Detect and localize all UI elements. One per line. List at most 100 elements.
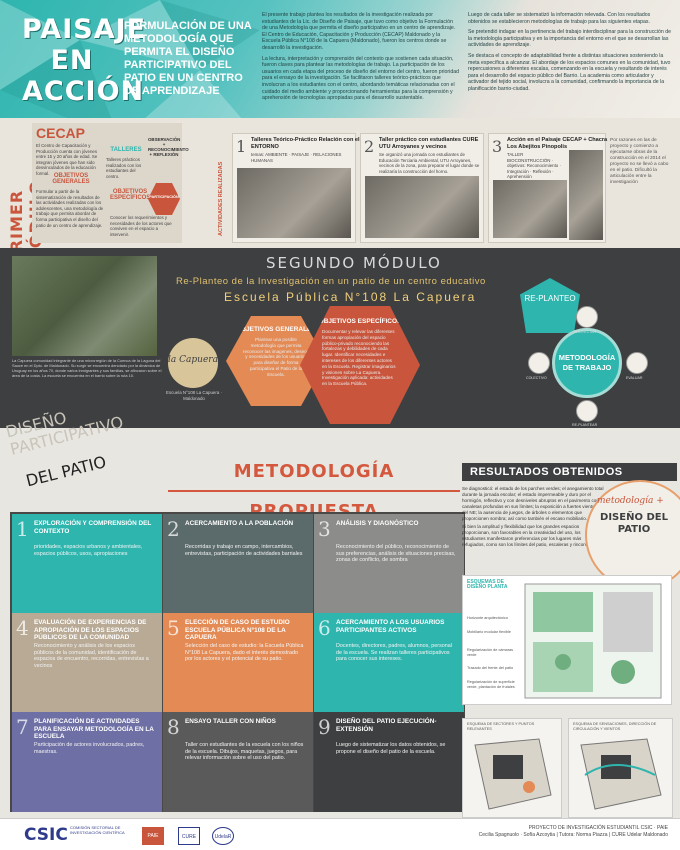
module-two: La Capuera comunidad integrante de una m… bbox=[0, 248, 680, 428]
activities-label: ACTIVIDADES REALIZADAS bbox=[218, 161, 224, 236]
objectives-general-text: Formular a partir de la sistematización … bbox=[36, 189, 104, 228]
collective-icon bbox=[528, 352, 550, 374]
sectors-drawing bbox=[474, 738, 552, 810]
step-body: Reconocimiento y análisis de los espacio… bbox=[34, 643, 149, 669]
tool-label: RE-PLANTEAR bbox=[572, 423, 598, 427]
title-line: PAISAJE bbox=[22, 14, 147, 45]
patio-label: DEL PATIO bbox=[24, 452, 109, 491]
csic-logo: CSIC bbox=[24, 825, 68, 845]
school-name: Escuela Pública N°108 La Capuera bbox=[224, 290, 477, 304]
objectives-specific-hex: OBJETIVOS ESPECÍFICOS Documentar y relev… bbox=[300, 306, 420, 424]
sensations-diagram: ESQUEMA DE SENSACIONES, DIRECCIÓN DE CIR… bbox=[568, 718, 673, 818]
step-number: 5 bbox=[167, 616, 180, 640]
step-title: ANÁLISIS Y DIAGNÓSTICO bbox=[336, 520, 419, 527]
location-map bbox=[12, 256, 157, 356]
intro-column-left: El presente trabajo plantea los resultad… bbox=[262, 12, 460, 106]
capuera-label: la Capuera bbox=[168, 355, 218, 365]
tool-label: COLECTIVO bbox=[526, 376, 547, 380]
tool-label: PROYECTAR bbox=[574, 330, 597, 334]
step-subtitle: temas: AMBIENTE · PAISAJE · RELACIONES H… bbox=[251, 152, 342, 163]
step-number: 2 bbox=[167, 517, 180, 541]
step-body: Docentes, directores, padres, alumnos, p… bbox=[336, 643, 452, 663]
methodology-grid: 1 EXPLORACIÓN Y COMPRENSIÓN DEL CONTEXTO p… bbox=[10, 512, 465, 812]
sensations-drawing bbox=[580, 738, 662, 810]
step-body: Reconocimiento del público, reconocimien… bbox=[336, 544, 456, 564]
methodology-step: 9 DISEÑO DEL PATIO EJECUCIÓN-EXTENSIÓN Lue… bbox=[314, 712, 464, 812]
results-paragraph: Se diagnosticó: el estado de los parches… bbox=[462, 486, 604, 521]
circle-line: DISEÑO DEL PATIO bbox=[600, 512, 668, 535]
step-number: 4 bbox=[16, 616, 29, 640]
methodology-design-circle: metodología + DISEÑO DEL PATIO bbox=[585, 480, 680, 590]
context-text: La Capuera comunidad integrante de una m… bbox=[12, 358, 162, 378]
step-body: Luego de sistematizar los datos obtenido… bbox=[336, 742, 446, 755]
results-paragraph: Si bien la amplitud y flexibilidad que l… bbox=[462, 524, 592, 548]
step-title: ACERCAMIENTO A LOS USUARIOS PARTICIPANTE… bbox=[336, 619, 445, 634]
sectors-diagram: ESQUEMA DE SECTORES Y PUNTOS RELEVANTES bbox=[462, 718, 562, 818]
geometric-pattern bbox=[0, 0, 260, 140]
step-number: 3 bbox=[318, 517, 331, 541]
step-number: 1 bbox=[16, 517, 29, 541]
talleres-text: Talleres prácticos realizados con los es… bbox=[106, 157, 142, 179]
design-plan: ESQUEMAS DE DISEÑO PLANTA Horizonte arqu… bbox=[462, 575, 672, 705]
step-number: 2 bbox=[364, 137, 375, 156]
methodology-label: METODOLOGÍA DE TRABAJO bbox=[558, 353, 616, 372]
authors-line: Cecilia Spagnuolo · Sofía Azcoytia | Tut… bbox=[478, 832, 668, 838]
objectives-specific-heading: OBJETIVOS ESPECÍFICOS bbox=[318, 318, 402, 325]
objectives-specific-heading: OBJETIVOS ESPECÍFICOS bbox=[110, 189, 151, 201]
intro-paragraph: Se destaca el concepto de adaptabilidad … bbox=[468, 52, 671, 92]
objectives-specific-text: Conocer los requerimientos y necesidades… bbox=[110, 215, 172, 237]
replan-icon bbox=[576, 400, 598, 422]
methodology-step: 4 EVALUACIÓN DE EXPERIENCIAS DE APROPIACI… bbox=[12, 613, 162, 713]
participation-label: PARTICIPACIÓN bbox=[149, 195, 179, 199]
step-title: ELECCIÓN DE CASO DE ESTUDIO ESCUELA PÚBL… bbox=[185, 619, 290, 642]
intro-paragraph: El presente trabajo plantea los resultad… bbox=[262, 12, 456, 51]
step-subtitle: Se organizó una jornada con estudiantes … bbox=[379, 152, 480, 174]
step-card: 3 Acción en el Paisaje CECAP + Chacra Lo… bbox=[488, 133, 607, 243]
methodology-step: 7 PLANIFICACIÓN DE ACTIVIDADES PARA ENSAY… bbox=[12, 712, 162, 812]
step-body: Selección del caso de estudio: la Escuel… bbox=[185, 643, 304, 663]
methodology-step: 1 EXPLORACIÓN Y COMPRENSIÓN DEL CONTEXTO p… bbox=[12, 514, 162, 614]
workshop-photo bbox=[569, 150, 603, 240]
cecap-text: El Centro de Capacitación y Producción c… bbox=[36, 143, 98, 176]
objectives-general-heading: OBJETIVOS GENERALES bbox=[236, 326, 316, 333]
step-body: prioridades, espacios urbanos y ambienta… bbox=[34, 544, 143, 557]
results-text: Se diagnosticó: el estado de los parches… bbox=[462, 486, 604, 551]
step-title: Acción en el Paisaje CECAP + Chacra Los … bbox=[507, 137, 608, 150]
step-title: Taller práctico con estudiantes CURE UTU… bbox=[379, 137, 479, 150]
cecap-title: CECAP bbox=[36, 125, 86, 141]
footer-credits: PROYECTO DE INVESTIGACIÓN ESTUDIANTIL CS… bbox=[479, 825, 668, 839]
methodology-title: METODOLOGÍA PROPUESTA bbox=[168, 452, 460, 522]
module-one-note: Por razones en las de proyecto y comienz… bbox=[610, 138, 669, 185]
poster-header: PAISAJE EN ACCIÓN FORMULACIÓN DE UNA MET… bbox=[0, 0, 680, 140]
csic-subtitle: Comisión Sectorial de Investigación Cien… bbox=[70, 825, 125, 835]
intro-paragraph: La lectura, interpretación y comprensión… bbox=[262, 55, 459, 102]
circle-line: metodología + bbox=[597, 496, 664, 506]
plan-title: ESQUEMAS DE DISEÑO PLANTA bbox=[467, 579, 508, 590]
step-body: Participación de actores involucrados, p… bbox=[34, 742, 145, 755]
intro-paragraph: Se pretendió indagar en la pertinencia d… bbox=[468, 29, 672, 49]
poster-subtitle: FORMULACIÓN DE UNA METODOLOGÍA QUE PERMI… bbox=[124, 20, 252, 97]
diagram-title: ESQUEMA DE SENSACIONES, DIRECCIÓN DE CIR… bbox=[573, 722, 657, 731]
step-card: 1 Talleres Teórico-Práctico Relación con… bbox=[232, 133, 360, 243]
module-one: PRIMER MÓDULO CECAP El Centro de Capacit… bbox=[0, 118, 680, 265]
cecap-panel: CECAP El Centro de Capacitación y Produc… bbox=[32, 123, 189, 243]
step-title: ENSAYO TALLER CON NIÑOS bbox=[185, 718, 276, 725]
methodology-step: 5 ELECCIÓN DE CASO DE ESTUDIO ESCUELA PÚB… bbox=[163, 613, 313, 713]
methodology-step: 2 ACERCAMIENTO A LA POBLACIÓN Recorridas y… bbox=[163, 514, 313, 614]
capuera-sub: Escuela N°108 La Capuera · Maldonado bbox=[166, 390, 222, 401]
project-icon bbox=[576, 306, 598, 328]
project-line: PROYECTO DE INVESTIGACIÓN ESTUDIANTIL CS… bbox=[528, 825, 668, 831]
step-body: Recorridas y trabajo en campo, intercamb… bbox=[185, 544, 303, 557]
workshop-photo bbox=[237, 168, 351, 238]
results-title: RESULTADOS OBTENIDOS bbox=[462, 463, 677, 481]
step-number: 1 bbox=[236, 137, 247, 156]
workshop-photo bbox=[365, 176, 479, 238]
step-number: 3 bbox=[492, 137, 503, 156]
intro-column-right: Luego de cada taller se sistematizó la i… bbox=[468, 12, 672, 97]
participation-hex bbox=[148, 183, 180, 215]
udelar-logo: UdelaR bbox=[212, 827, 234, 845]
step-title: EXPLORACIÓN Y COMPRENSIÓN DEL CONTEXTO bbox=[34, 520, 152, 535]
step-body: Taller con estudiantes de la escuela con… bbox=[185, 742, 304, 762]
module-two-subtitle: Re-Planteo de la Investigación en un pat… bbox=[176, 276, 486, 287]
talleres-heading: TALLERES bbox=[110, 147, 142, 153]
